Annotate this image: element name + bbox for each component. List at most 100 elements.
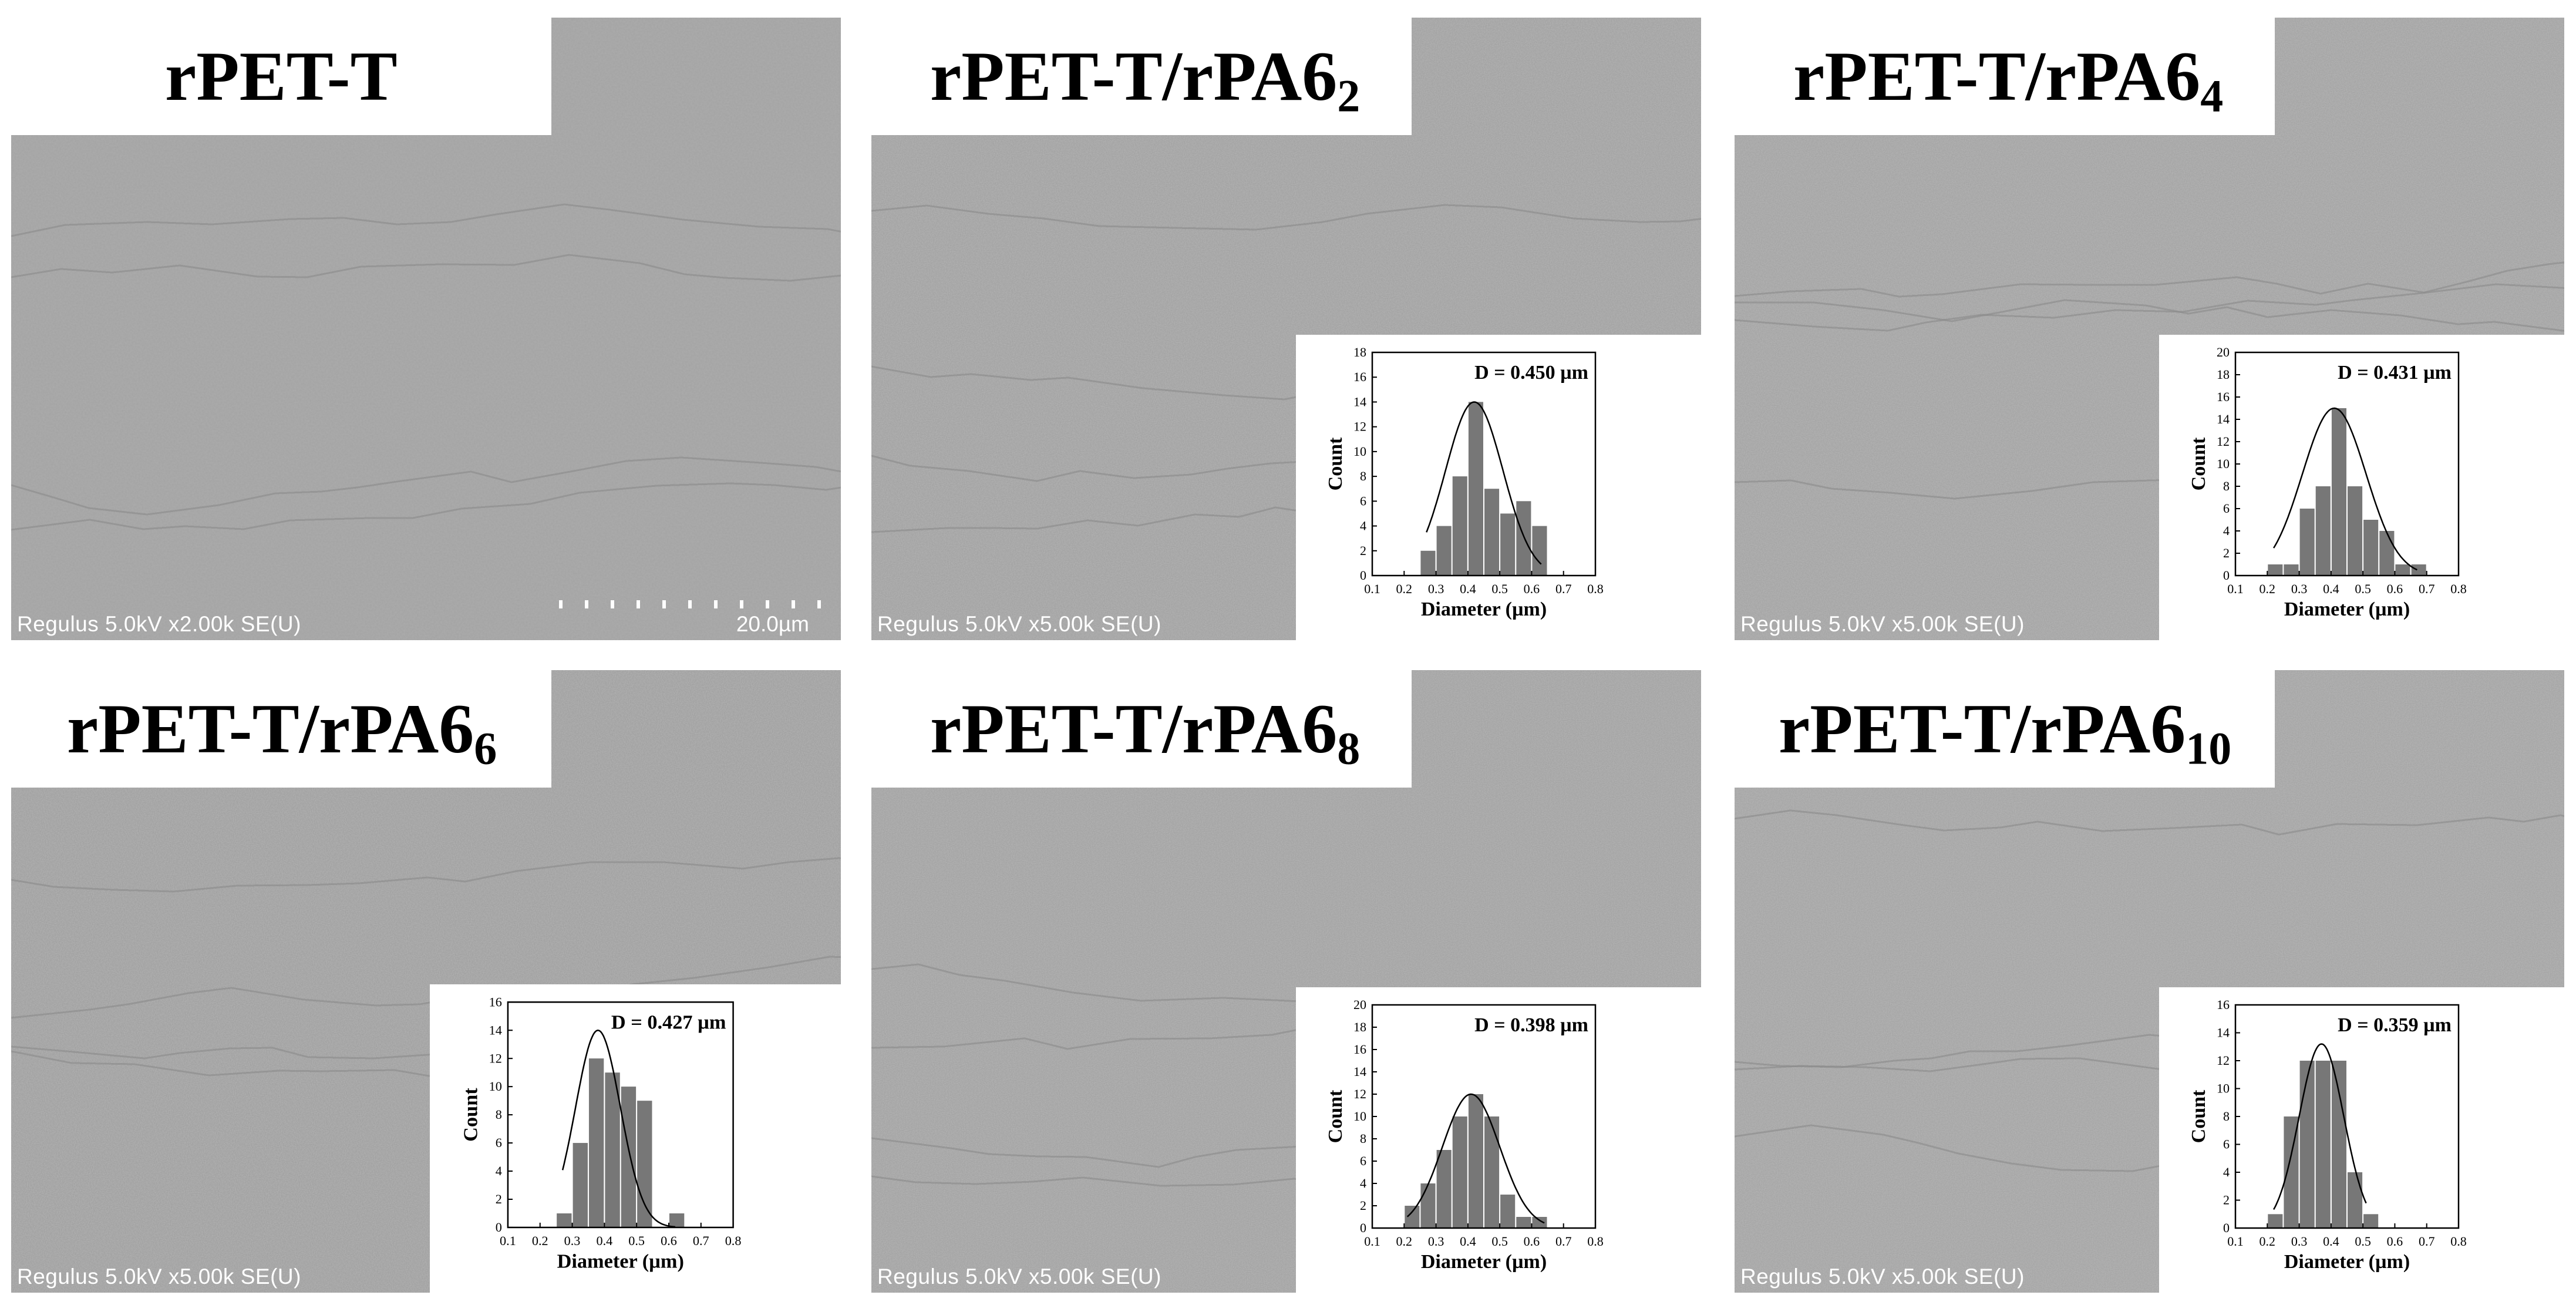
- y-tick-label: 4: [1360, 1176, 1366, 1190]
- sem-info-caption: Regulus 5.0kV x5.00k SE(U): [877, 1264, 1161, 1289]
- histogram-bar: [1500, 513, 1516, 576]
- histogram-bar: [2268, 564, 2283, 576]
- x-tick-label: 0.7: [1555, 1234, 1572, 1249]
- plot-frame: [507, 1001, 734, 1229]
- x-tick-label: 0.2: [1396, 1234, 1413, 1249]
- x-tick-label: 0.3: [564, 1233, 581, 1248]
- histogram-bar: [1516, 501, 1531, 576]
- panel-title-box: rPET-T/rPA64: [1735, 18, 2275, 135]
- y-tick-label: 12: [2217, 434, 2230, 449]
- sem-crack: [1735, 299, 2564, 332]
- scale-bar-tick: [688, 600, 692, 608]
- y-tick-label: 16: [2217, 997, 2230, 1012]
- scale-bar-tick: [611, 600, 614, 608]
- histogram-bar: [2348, 1172, 2363, 1228]
- x-tick-label: 0.2: [1396, 581, 1413, 596]
- y-tick-label: 16: [489, 994, 502, 1009]
- histogram-bar: [2299, 509, 2315, 576]
- scale-bar-tick: [817, 600, 821, 608]
- histogram-chart: 0.1 0.2 0.3 0.4 0.5 0.6 0.7 0.8 0 2 4 6 8 10 12 14 16 18 2…: [1325, 997, 1604, 1273]
- sem-info-caption: Regulus 5.0kV x5.00k SE(U): [17, 1264, 301, 1289]
- mean-diameter-annotation: D = 0.450 µm: [1474, 362, 1588, 384]
- histogram-bar: [1452, 1116, 1467, 1228]
- sem-crack: [11, 857, 841, 893]
- y-tick-label: 14: [2217, 1025, 2230, 1040]
- histogram-chart: 0.1 0.2 0.3 0.4 0.5 0.6 0.7 0.8 0 2 4 6 8 10 12 14 16 Dia…: [2188, 997, 2467, 1273]
- scale-bar-tick: [585, 600, 588, 608]
- y-tick-label: 10: [1353, 1109, 1366, 1124]
- y-tick-label: 20: [2217, 345, 2230, 359]
- y-tick-label: 18: [2217, 367, 2230, 382]
- panel-title-box: rPET-T/rPA62: [871, 18, 1412, 135]
- histogram-bar: [2284, 564, 2299, 576]
- x-tick-label: 0.1: [2227, 1234, 2244, 1249]
- y-tick-label: 6: [496, 1135, 502, 1150]
- y-tick-label: 12: [489, 1051, 502, 1065]
- x-axis-label: Diameter (µm): [2284, 598, 2410, 620]
- y-axis-label: Count: [1325, 1089, 1346, 1143]
- sem-panel-rpet-t-rpa6-4: rPET-T/rPA64 0.1 0.2 0.3 0.4 0.5 0.6 0.7 0.8 0 2 4…: [1735, 18, 2564, 640]
- histogram-bar: [1484, 1116, 1500, 1228]
- scale-bar-tick: [792, 600, 795, 608]
- scale-bar-tick: [662, 600, 666, 608]
- sem-panel-rpet-t-rpa6-2: rPET-T/rPA62 0.1 0.2 0.3 0.4 0.5 0.6 0.7 0.8 0 2 4…: [871, 18, 1701, 640]
- y-tick-label: 6: [1360, 1153, 1366, 1168]
- mean-diameter-annotation: D = 0.427 µm: [611, 1011, 726, 1034]
- panel-title-box: rPET-T: [11, 18, 551, 135]
- histogram-bar: [1420, 1183, 1436, 1228]
- y-tick-label: 16: [1353, 369, 1366, 384]
- sem-crack: [11, 482, 841, 531]
- panel-title: rPET-T/rPA68: [930, 690, 1361, 774]
- y-tick-label: 10: [2217, 456, 2230, 471]
- histogram-bar: [621, 1087, 637, 1227]
- x-tick-label: 0.4: [2323, 581, 2339, 596]
- histogram-bar: [2348, 486, 2363, 576]
- histogram-bar: [1532, 526, 1547, 576]
- y-tick-label: 6: [2223, 1137, 2230, 1152]
- x-tick-label: 0.5: [628, 1233, 645, 1248]
- histogram-bar: [1468, 1094, 1483, 1228]
- histogram-chart: 0.1 0.2 0.3 0.4 0.5 0.6 0.7 0.8 0 2 4 6 8 10 12 14 16 Dia…: [459, 994, 741, 1272]
- x-tick-label: 0.8: [1587, 1234, 1604, 1249]
- x-tick-label: 0.4: [596, 1233, 612, 1248]
- panel-title-box: rPET-T/rPA68: [871, 670, 1412, 788]
- histogram-bar: [2299, 1061, 2315, 1228]
- x-tick-label: 0.6: [1524, 581, 1540, 596]
- y-tick-label: 0: [1360, 568, 1366, 583]
- x-tick-label: 0.5: [2355, 581, 2371, 596]
- x-tick-label: 0.1: [500, 1233, 516, 1248]
- fit-curve: [561, 1029, 676, 1228]
- x-axis-label: Diameter (µm): [1421, 598, 1547, 620]
- x-tick-label: 0.2: [532, 1233, 548, 1248]
- sem-info-caption: Regulus 5.0kV x5.00k SE(U): [877, 612, 1161, 636]
- fit-curve: [2273, 407, 2417, 571]
- x-tick-label: 0.4: [2323, 1234, 2339, 1249]
- histogram-bar: [1500, 1195, 1516, 1228]
- sem-crack: [11, 254, 841, 282]
- x-tick-label: 0.7: [2419, 581, 2435, 596]
- mean-diameter-annotation: D = 0.431 µm: [2338, 362, 2452, 384]
- histogram-bar: [557, 1213, 572, 1228]
- histogram-bar: [1420, 550, 1436, 576]
- y-tick-label: 4: [1360, 519, 1366, 533]
- x-tick-label: 0.3: [1428, 581, 1444, 596]
- sem-panel-rpet-t-rpa6-8: rPET-T/rPA68 0.1 0.2 0.3 0.4 0.5 0.6 0.7 0.8 0 2 4…: [871, 670, 1701, 1293]
- y-tick-label: 10: [1353, 444, 1366, 459]
- sem-panel-rpet-t-rpa6-10: rPET-T/rPA610 0.1 0.2 0.3 0.4 0.5 0.6 0.7 0.8 0 2…: [1735, 670, 2564, 1293]
- size-distribution-inset: 0.1 0.2 0.3 0.4 0.5 0.6 0.7 0.8 0 2 4 6 8 10 12 14 16 Dia…: [430, 984, 841, 1293]
- sem-crack: [1735, 261, 2564, 298]
- sem-info-caption: Regulus 5.0kV x5.00k SE(U): [1740, 1264, 2025, 1289]
- y-tick-label: 12: [2217, 1053, 2230, 1068]
- x-tick-label: 0.5: [1491, 1234, 1508, 1249]
- x-tick-label: 0.4: [1460, 581, 1476, 596]
- histogram-bar: [669, 1213, 685, 1228]
- histogram-bar: [637, 1101, 652, 1228]
- histogram-bar: [2315, 486, 2331, 576]
- histogram-bar: [2268, 1214, 2283, 1229]
- y-tick-label: 14: [489, 1023, 502, 1037]
- histogram-bar: [2363, 520, 2379, 576]
- sem-info-caption: Regulus 5.0kV x2.00k SE(U): [17, 612, 301, 636]
- fit-curve: [2273, 1043, 2367, 1210]
- y-tick-label: 10: [489, 1079, 502, 1094]
- y-tick-label: 2: [2223, 546, 2230, 560]
